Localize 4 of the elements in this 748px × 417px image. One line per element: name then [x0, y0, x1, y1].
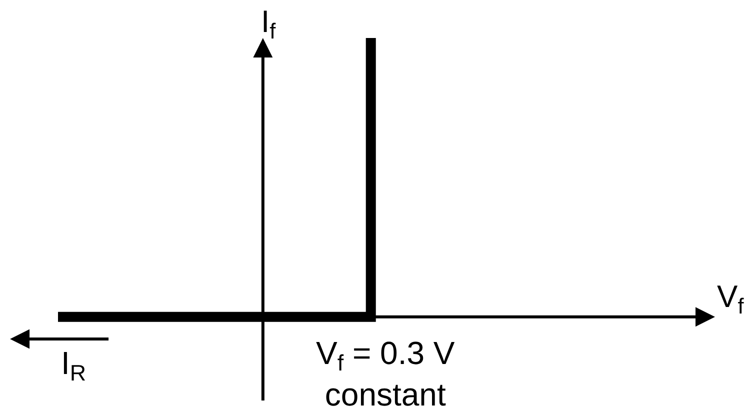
text: V$_{f}$ = 0.3 V constant: [316, 335, 456, 413]
y-axis-title: I$_{f}$: [261, 4, 277, 44]
x-axis-title: V$_{f}$: [717, 279, 745, 319]
text: I$_{R}$: [61, 345, 86, 386]
